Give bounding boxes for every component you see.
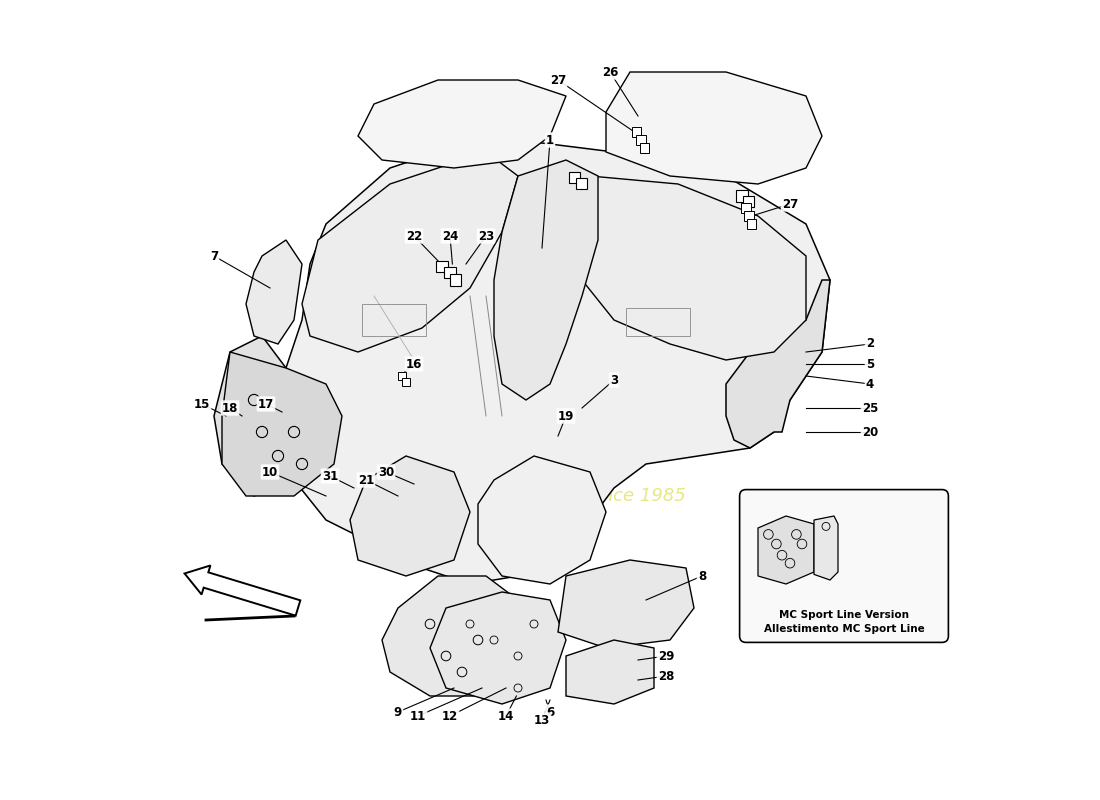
- Polygon shape: [278, 136, 830, 584]
- Polygon shape: [606, 72, 822, 184]
- Text: 27: 27: [550, 74, 566, 86]
- Polygon shape: [726, 280, 830, 448]
- Text: 13: 13: [534, 714, 550, 726]
- Polygon shape: [302, 152, 518, 352]
- Text: Allestimento MC Sport Line: Allestimento MC Sport Line: [763, 624, 924, 634]
- Text: 31: 31: [322, 470, 338, 482]
- Bar: [631, 127, 641, 137]
- Bar: [569, 172, 581, 183]
- Polygon shape: [566, 640, 654, 704]
- FancyBboxPatch shape: [739, 490, 948, 642]
- Bar: [736, 190, 748, 202]
- Text: 23: 23: [477, 230, 494, 242]
- Text: 10: 10: [262, 466, 278, 478]
- Text: a passion for parts since 1985: a passion for parts since 1985: [414, 487, 686, 505]
- Text: 27: 27: [782, 198, 799, 210]
- Text: 5: 5: [866, 358, 874, 370]
- Text: 20: 20: [862, 426, 878, 438]
- Text: MC Sport Line Version: MC Sport Line Version: [779, 610, 909, 619]
- Text: 26: 26: [602, 66, 618, 78]
- Text: 12: 12: [442, 710, 458, 722]
- Text: 7: 7: [210, 250, 218, 262]
- Polygon shape: [494, 160, 598, 400]
- Text: 2: 2: [866, 338, 874, 350]
- Text: 4: 4: [866, 378, 874, 390]
- Polygon shape: [222, 352, 342, 496]
- Text: 1: 1: [546, 134, 554, 146]
- Text: 18: 18: [222, 402, 239, 414]
- Polygon shape: [478, 456, 606, 584]
- Text: 11: 11: [410, 710, 426, 722]
- Polygon shape: [430, 592, 566, 704]
- Polygon shape: [558, 560, 694, 648]
- Bar: [741, 203, 751, 213]
- Polygon shape: [814, 516, 838, 580]
- Text: 24: 24: [442, 230, 459, 242]
- Polygon shape: [382, 576, 518, 696]
- Bar: [742, 196, 754, 207]
- Text: 17: 17: [257, 398, 274, 410]
- Bar: [444, 267, 455, 278]
- Text: eurospares: eurospares: [339, 367, 761, 433]
- Bar: [639, 143, 649, 153]
- Bar: [362, 304, 426, 336]
- Text: 22: 22: [406, 230, 422, 242]
- Bar: [437, 261, 448, 272]
- Polygon shape: [246, 240, 302, 344]
- Text: 14: 14: [498, 710, 514, 722]
- Bar: [637, 135, 646, 145]
- FancyArrow shape: [185, 566, 300, 616]
- Text: 21: 21: [358, 474, 374, 486]
- Bar: [745, 211, 754, 221]
- Text: 19: 19: [558, 410, 574, 422]
- Text: 3: 3: [609, 374, 618, 386]
- Text: 8: 8: [697, 570, 706, 582]
- Text: 15: 15: [194, 398, 210, 410]
- Bar: [626, 308, 690, 336]
- Polygon shape: [350, 456, 470, 576]
- Text: 29: 29: [658, 650, 674, 662]
- Bar: [450, 274, 461, 286]
- Polygon shape: [574, 176, 806, 360]
- Text: 16: 16: [406, 358, 422, 370]
- Bar: [398, 372, 406, 380]
- Text: 25: 25: [861, 402, 878, 414]
- Text: 6: 6: [546, 706, 554, 718]
- Text: 30: 30: [378, 466, 394, 478]
- Text: 9: 9: [394, 706, 403, 718]
- Text: 32: 32: [930, 562, 946, 574]
- Bar: [575, 178, 586, 189]
- Bar: [402, 378, 410, 386]
- Polygon shape: [214, 336, 294, 496]
- Polygon shape: [358, 80, 566, 168]
- Text: 28: 28: [658, 670, 674, 682]
- Bar: [747, 219, 757, 229]
- Polygon shape: [758, 516, 814, 584]
- Text: 33: 33: [930, 526, 946, 538]
